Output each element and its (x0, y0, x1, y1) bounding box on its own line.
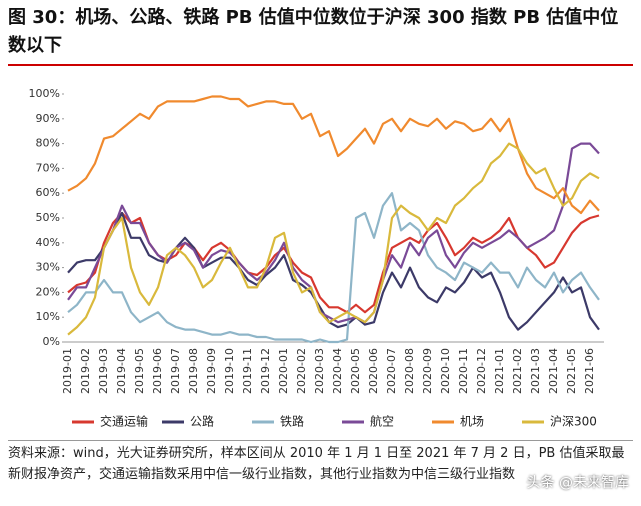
y-tick-label: 90% (36, 112, 60, 125)
x-tick-label: 2020-12 (475, 348, 488, 394)
x-tick-label: 2019-09 (205, 348, 218, 394)
x-tick-label: 2021-06 (583, 348, 596, 394)
legend-label: 交通运输 (100, 414, 148, 429)
x-tick-label: 2019-12 (259, 348, 272, 394)
x-tick-label: 2020-11 (457, 348, 470, 394)
x-tick-label: 2019-01 (61, 348, 74, 394)
x-tick-label: 2020-10 (439, 348, 452, 394)
x-tick-label: 2019-11 (241, 348, 254, 394)
series-line (67, 211, 600, 331)
x-tick-label: 2020-01 (277, 348, 290, 394)
x-tick-label: 2019-02 (79, 348, 92, 394)
legend-label: 铁路 (280, 414, 304, 429)
x-tick-label: 2020-02 (295, 348, 308, 394)
x-tick-label: 2021-04 (547, 348, 560, 394)
series-line (67, 142, 600, 336)
series-line (67, 211, 600, 314)
x-tick-label: 2019-06 (151, 348, 164, 394)
legend-label: 公路 (190, 414, 214, 429)
x-tick-label: 2019-08 (187, 348, 200, 394)
series-line (67, 95, 600, 215)
legend-label: 沪深300 (550, 415, 597, 429)
x-tick-label: 2021-01 (493, 348, 506, 394)
x-tick-label: 2019-07 (169, 348, 182, 394)
x-tick-label: 2020-07 (385, 348, 398, 394)
x-tick-label: 2021-03 (529, 348, 542, 394)
x-tick-label: 2020-06 (367, 348, 380, 394)
y-tick-label: 60% (36, 186, 60, 199)
source-note: 资料来源：wind，光大证券研究所，样本区间从 2010 年 1 月 1 日至 … (8, 440, 633, 485)
y-tick-label: 70% (36, 161, 60, 174)
x-tick-label: 2020-04 (331, 348, 344, 394)
chart: 0% 10% 20% 30% 40% 50% 60% 70% 80% 90% 100% 2019-01… (29, 87, 604, 429)
title: 图 30：机场、公路、铁路 PB 估值中位数位于沪深 300 指数 PB 估值中… (8, 4, 633, 66)
y-tick-label: 10% (36, 310, 60, 323)
y-tick-label: 40% (36, 236, 60, 249)
legend-label: 机场 (460, 415, 484, 429)
legend-label: 航空 (370, 414, 394, 429)
x-tick-label: 2019-04 (115, 348, 128, 394)
x-tick-label: 2020-09 (421, 348, 434, 394)
x-tick-label: 2020-08 (403, 348, 416, 394)
x-tick-label: 2020-03 (313, 348, 326, 394)
series-line (67, 142, 600, 324)
y-tick-label: 50% (36, 211, 60, 224)
x-tick-label: 2020-05 (349, 348, 362, 394)
x-tick-label: 2021-02 (511, 348, 524, 394)
x-tick-label: 2019-05 (133, 348, 146, 394)
x-tick-label: 2019-03 (97, 348, 110, 394)
series-line (67, 192, 600, 344)
x-tick-label: 2021-05 (565, 348, 578, 394)
watermark: 头条 @未来智库 (526, 475, 629, 491)
y-tick-label: 30% (36, 261, 60, 274)
y-tick-label: 0% (43, 335, 60, 348)
y-tick-label: 20% (36, 285, 60, 298)
x-tick-label: 2019-10 (223, 348, 236, 394)
y-tick-label: 100% (29, 87, 60, 100)
y-tick-label: 80% (36, 137, 60, 150)
